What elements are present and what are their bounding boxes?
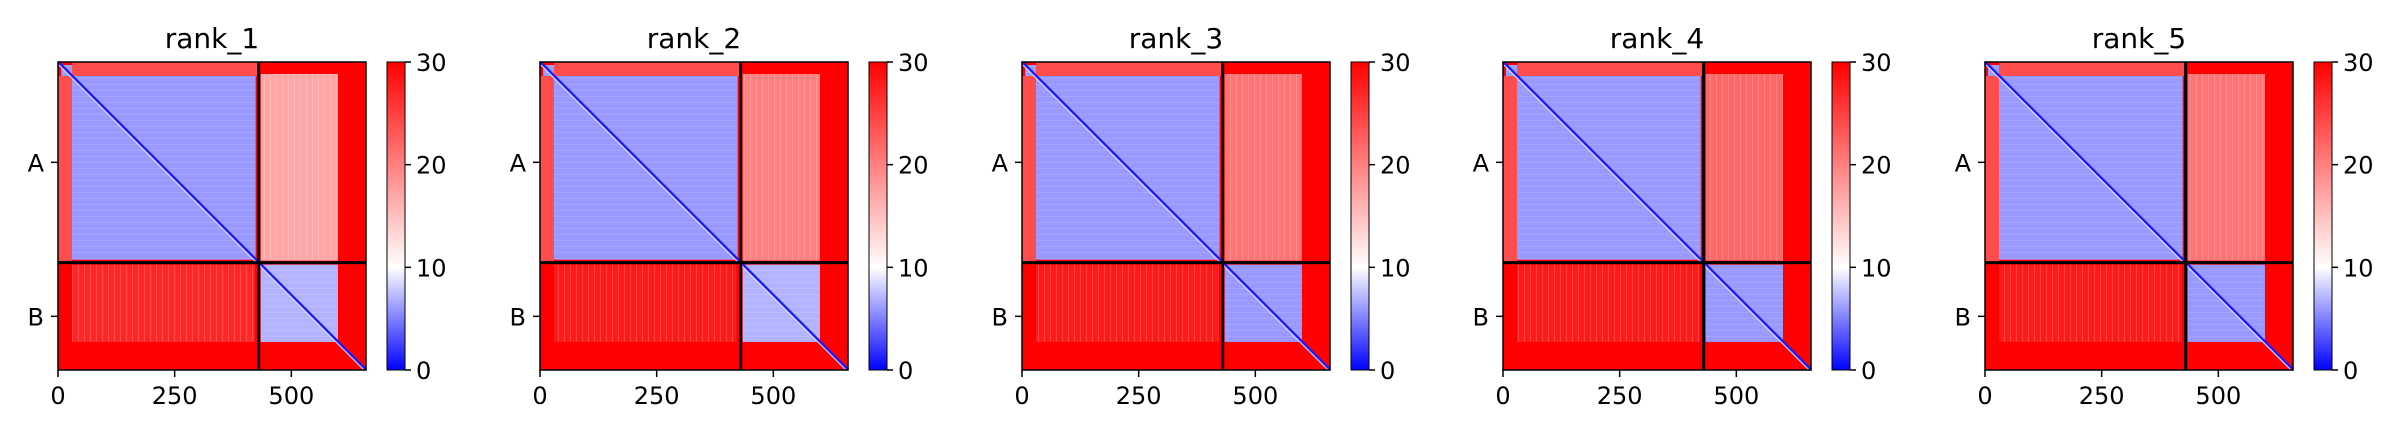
colorbar-tick-label: 0 — [1861, 357, 1876, 385]
y-chain-label-B: B — [510, 303, 526, 331]
colorbar — [1350, 61, 1370, 371]
colorbar-tick-label: 10 — [416, 254, 447, 282]
block-AB-texture — [742, 74, 820, 261]
diagonal-line — [1501, 60, 1813, 372]
block-AA-nterm-cols — [58, 76, 72, 263]
x-tick-label: 500 — [268, 382, 314, 410]
colorbar-tick-label: 30 — [898, 49, 929, 77]
plot-frame — [1021, 61, 1331, 371]
block-BA-texture — [554, 264, 737, 342]
panel-rank_5: rank_5 0 250 500 A B 0 10 20 30 — [1955, 22, 2374, 410]
colorbar-tick-label: 30 — [1380, 49, 1411, 77]
x-tick-label: 250 — [1597, 382, 1643, 410]
diagonal-line — [538, 60, 850, 372]
block-BA-texture — [72, 264, 255, 342]
x-tick-label: 500 — [750, 382, 796, 410]
block-BA-texture — [1999, 264, 2182, 342]
colorbar-tick-label: 0 — [1380, 357, 1395, 385]
diagonal-highlight — [1022, 64, 1329, 371]
diagonal-highlight — [58, 64, 365, 371]
colorbar-tick-label: 10 — [2343, 254, 2374, 282]
y-chain-label-B: B — [28, 303, 44, 331]
colorbar — [1831, 61, 1851, 371]
x-tick-label: 250 — [2079, 382, 2125, 410]
colorbar-tick-label: 20 — [1861, 152, 1892, 180]
block-AB-texture — [2187, 74, 2265, 261]
panel-title: rank_2 — [647, 22, 741, 55]
y-chain-label-A: A — [510, 149, 527, 177]
x-tick-label: 0 — [1014, 382, 1029, 410]
panel-rank_4: rank_4 0 250 500 A B 0 10 20 30 — [1473, 22, 1892, 410]
x-tick-label: 250 — [152, 382, 198, 410]
plot-frame — [1984, 61, 2294, 371]
x-tick-label: 0 — [50, 382, 65, 410]
x-tick-label: 500 — [1232, 382, 1278, 410]
colorbar-tick-label: 20 — [416, 152, 447, 180]
diagonal-highlight — [1985, 64, 2292, 371]
x-tick-label: 0 — [1977, 382, 1992, 410]
x-tick-label: 250 — [1116, 382, 1162, 410]
block-BA-texture — [1517, 264, 1700, 342]
block-AA-nterm-cols — [1985, 76, 1999, 263]
diagonal-line — [56, 60, 368, 372]
block-AB-texture — [1224, 74, 1302, 261]
block-AB-texture — [260, 74, 338, 261]
x-tick-label: 0 — [1495, 382, 1510, 410]
panel-title: rank_3 — [1129, 22, 1223, 55]
y-chain-label-B: B — [1473, 303, 1489, 331]
block-BA-texture — [1036, 264, 1219, 342]
block-AA-nterm-rows — [72, 62, 259, 76]
y-chain-label-A: A — [1955, 149, 1972, 177]
block-AA-nterm-cols — [1503, 76, 1517, 263]
colorbar-tick-label: 10 — [1380, 254, 1411, 282]
colorbar — [868, 61, 888, 371]
plot-frame — [57, 61, 367, 371]
diagonal-highlight — [1503, 64, 1810, 371]
colorbar-tick-label: 10 — [1861, 254, 1892, 282]
block-AA-nterm-rows — [554, 62, 741, 76]
colorbar — [2313, 61, 2333, 371]
y-chain-label-A: A — [992, 149, 1009, 177]
x-tick-label: 0 — [532, 382, 547, 410]
colorbar-tick-label: 20 — [1380, 152, 1411, 180]
panel-title: rank_4 — [1610, 22, 1704, 55]
colorbar-tick-label: 0 — [898, 357, 913, 385]
block-AA-nterm-cols — [540, 76, 554, 263]
diagonal-line — [1020, 60, 1332, 372]
colorbar — [386, 61, 406, 371]
colorbar-tick-label: 20 — [898, 152, 929, 180]
y-chain-label-A: A — [28, 149, 45, 177]
y-chain-label-B: B — [1955, 303, 1971, 331]
colorbar-tick-label: 30 — [1861, 49, 1892, 77]
panel-rank_3: rank_3 0 250 500 A B 0 10 20 30 — [992, 22, 1411, 410]
block-AA-nterm-rows — [1517, 62, 1704, 76]
panel-title: rank_1 — [165, 22, 259, 55]
panel-rank_1: rank_1 0 250 500 A B 0 10 20 30 — [28, 22, 447, 410]
x-tick-label: 250 — [634, 382, 680, 410]
x-tick-label: 500 — [1713, 382, 1759, 410]
x-tick-label: 500 — [2195, 382, 2241, 410]
plot-frame — [1502, 61, 1812, 371]
panels-group: rank_1 0 250 500 A B 0 10 20 30 rank_2 0 250 500 A B 0 10… — [28, 22, 2374, 410]
y-chain-label-A: A — [1473, 149, 1490, 177]
y-chain-label-B: B — [992, 303, 1008, 331]
panel-rank_2: rank_2 0 250 500 A B 0 10 20 30 — [510, 22, 929, 410]
diagonal-highlight — [540, 64, 847, 371]
diagonal-line — [1983, 60, 2295, 372]
plot-frame — [539, 61, 849, 371]
colorbar-tick-label: 10 — [898, 254, 929, 282]
colorbar-tick-label: 0 — [2343, 357, 2358, 385]
panel-title: rank_5 — [2092, 22, 2186, 55]
colorbar-tick-label: 0 — [416, 357, 431, 385]
block-AA-nterm-rows — [1999, 62, 2186, 76]
block-AA-nterm-rows — [1036, 62, 1223, 76]
colorbar-tick-label: 30 — [416, 49, 447, 77]
block-AA-nterm-cols — [1022, 76, 1036, 263]
colorbar-tick-label: 20 — [2343, 152, 2374, 180]
colorbar-tick-label: 30 — [2343, 49, 2374, 77]
block-AB-texture — [1705, 74, 1783, 261]
